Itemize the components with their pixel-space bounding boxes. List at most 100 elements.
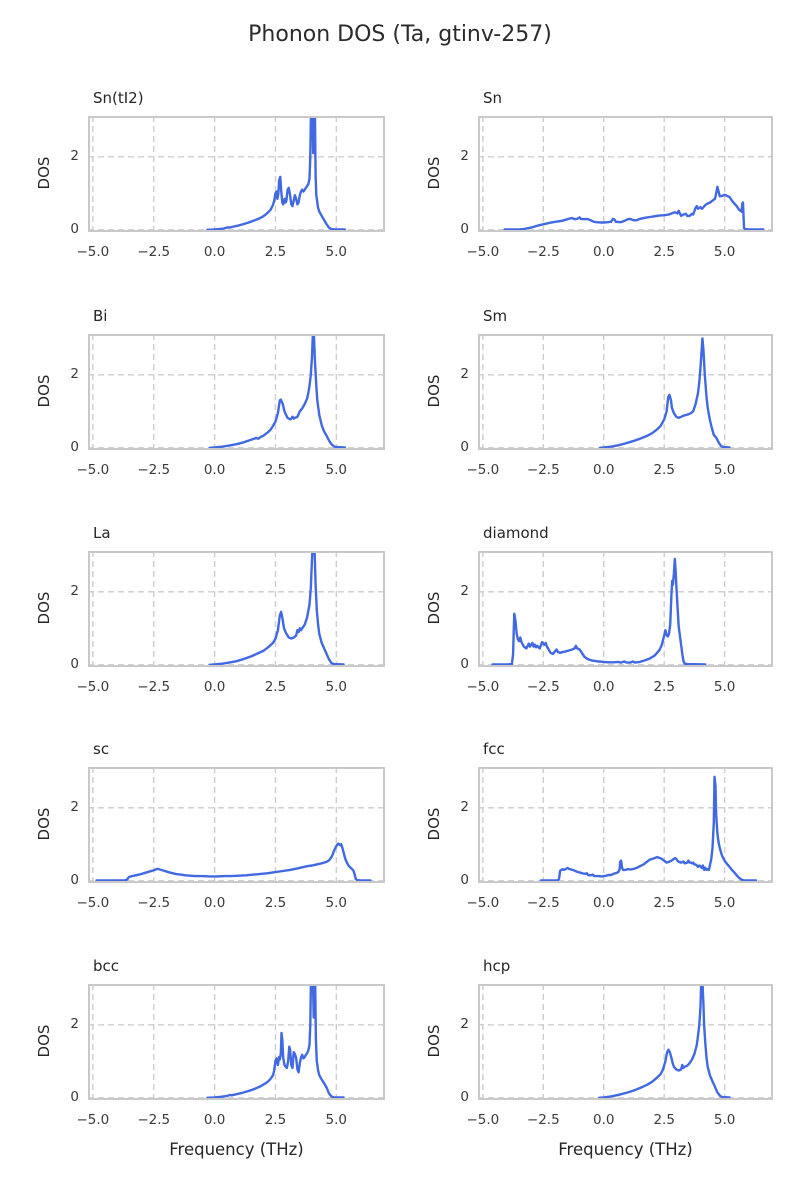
y-tick-label: 2 <box>70 147 79 164</box>
gridlines <box>88 334 385 450</box>
y-tick-label: 0 <box>460 438 469 455</box>
y-tick-label: 2 <box>70 798 79 815</box>
dos-curve <box>206 984 345 1100</box>
y-tick-label: 0 <box>70 1088 79 1105</box>
x-tick-label: 5.0 <box>713 679 736 695</box>
gridlines <box>88 767 385 883</box>
x-tick-label: 2.5 <box>264 244 287 260</box>
subplot-title: fcc <box>483 740 505 758</box>
gridlines <box>88 116 385 232</box>
y-tick-label: 2 <box>460 798 469 815</box>
x-tick-label: 0.0 <box>203 1112 226 1128</box>
x-tick-label: −2.5 <box>137 679 171 695</box>
x-tick-label: 2.5 <box>264 895 287 911</box>
x-tick-label: −2.5 <box>526 244 560 260</box>
plot-area <box>88 551 385 667</box>
dos-curve <box>539 775 758 882</box>
x-tick-label: −2.5 <box>137 462 171 478</box>
x-tick-label: −2.5 <box>526 462 560 478</box>
x-tick-label: 0.0 <box>592 462 615 478</box>
axes-border <box>88 116 385 232</box>
x-tick-label: 0.0 <box>592 1112 615 1128</box>
x-tick-label: 2.5 <box>653 244 675 260</box>
y-tick-label: 0 <box>460 871 469 888</box>
plot-area <box>478 984 773 1100</box>
axes-border <box>88 551 385 667</box>
plot-area <box>88 984 385 1100</box>
x-tick-label: −5.0 <box>466 895 500 911</box>
x-tick-label: −2.5 <box>137 1112 171 1128</box>
subplot-title: bcc <box>93 957 120 975</box>
y-tick-label: 0 <box>70 655 79 672</box>
axes-border <box>88 334 385 450</box>
x-tick-label: 0.0 <box>203 462 226 478</box>
axes-border <box>478 767 773 883</box>
dos-curve <box>95 842 372 882</box>
plot-area <box>478 551 773 667</box>
x-tick-label: 5.0 <box>325 462 348 478</box>
y-tick-label: 0 <box>70 438 79 455</box>
gridlines <box>478 984 773 1100</box>
x-tick-label: −2.5 <box>526 679 560 695</box>
gridlines <box>478 334 773 450</box>
x-tick-label: −5.0 <box>466 244 500 260</box>
subplot-title: Sm <box>483 307 508 325</box>
x-tick-label: 0.0 <box>203 244 226 260</box>
x-tick-label: 5.0 <box>325 1112 348 1128</box>
x-tick-label: −2.5 <box>526 1112 560 1128</box>
y-tick-label: 0 <box>70 871 79 888</box>
axes-border <box>478 334 773 450</box>
plot-area <box>478 334 773 450</box>
plot-area <box>478 116 773 232</box>
y-tick-label: 2 <box>70 582 79 599</box>
y-tick-label: 2 <box>460 147 469 164</box>
gridlines <box>478 116 773 232</box>
dos-curve <box>598 337 731 450</box>
x-tick-label: 2.5 <box>653 679 675 695</box>
subplot-title: Sn(tI2) <box>93 89 144 107</box>
y-tick-label: 2 <box>460 582 469 599</box>
dos-curve <box>597 984 731 1100</box>
subplot-title: hcp <box>483 957 511 975</box>
y-tick-label: 0 <box>460 1088 469 1105</box>
dos-curve <box>208 551 345 667</box>
x-tick-label: −5.0 <box>76 895 110 911</box>
x-tick-label: −5.0 <box>76 244 110 260</box>
figure-title: Phonon DOS (Ta, gtinv-257) <box>248 22 552 47</box>
x-tick-label: −5.0 <box>76 462 110 478</box>
x-tick-label: −5.0 <box>466 462 500 478</box>
dos-curve <box>206 116 346 232</box>
subplot-title: diamond <box>483 524 549 542</box>
x-tick-label: 2.5 <box>264 1112 287 1128</box>
y-tick-label: 0 <box>460 220 469 237</box>
x-tick-label: −2.5 <box>137 895 171 911</box>
x-axis-label: Frequency (THz) <box>558 1140 693 1159</box>
x-tick-label: 5.0 <box>713 462 736 478</box>
x-tick-label: 5.0 <box>713 1112 736 1128</box>
y-tick-label: 2 <box>460 1015 469 1032</box>
y-tick-label: 2 <box>70 365 79 382</box>
gridlines <box>88 551 385 667</box>
x-tick-label: 0.0 <box>592 895 615 911</box>
y-tick-label: 2 <box>460 365 469 382</box>
x-tick-label: 2.5 <box>653 462 675 478</box>
plot-area <box>88 116 385 232</box>
x-tick-label: −5.0 <box>466 679 500 695</box>
x-tick-label: −5.0 <box>76 679 110 695</box>
axes-border <box>478 116 773 232</box>
x-tick-label: 2.5 <box>264 679 287 695</box>
plot-area <box>88 767 385 883</box>
x-tick-label: −5.0 <box>466 1112 500 1128</box>
subplot-title: La <box>93 524 111 542</box>
x-tick-label: −5.0 <box>76 1112 110 1128</box>
dos-curve <box>503 185 765 231</box>
dos-curve <box>208 334 346 450</box>
subplot-title: Bi <box>93 307 108 325</box>
gridlines <box>478 767 773 883</box>
x-tick-label: 0.0 <box>592 679 615 695</box>
axes-border <box>88 767 385 883</box>
axes-border <box>88 984 385 1100</box>
plot-area <box>88 334 385 450</box>
x-tick-label: −2.5 <box>137 244 171 260</box>
